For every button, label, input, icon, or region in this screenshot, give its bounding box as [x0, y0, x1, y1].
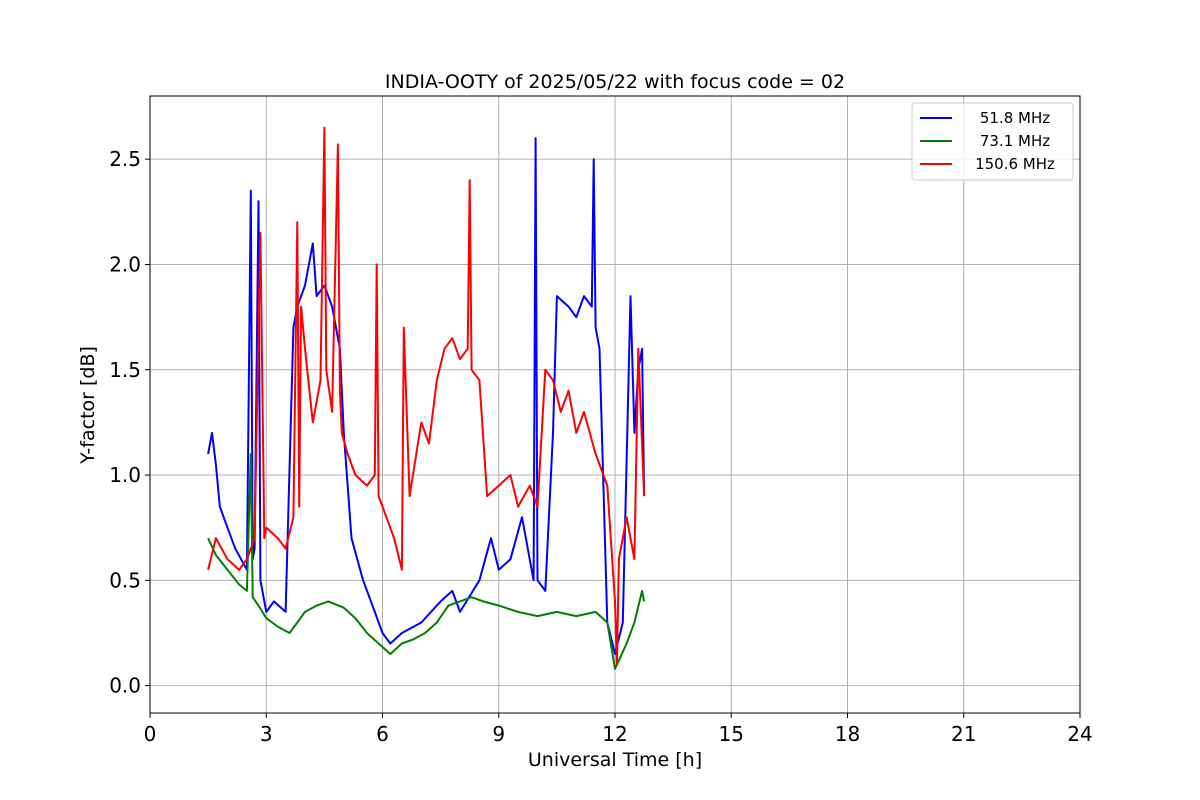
legend-label: 51.8 MHz — [980, 109, 1050, 127]
x-tick-label: 3 — [260, 722, 273, 746]
series-line-1 — [207, 137, 646, 655]
y-tick-label: 1.5 — [109, 358, 141, 382]
x-tick-label: 12 — [602, 722, 627, 746]
x-tick-label: 15 — [719, 722, 744, 746]
legend-label: 73.1 MHz — [980, 132, 1050, 150]
series-line-3 — [207, 126, 646, 666]
chart-title: INDIA-OOTY of 2025/05/22 with focus code… — [385, 71, 845, 93]
x-tick-label: 21 — [951, 722, 976, 746]
series-line-2 — [207, 453, 646, 670]
legend-label: 150.6 MHz — [975, 155, 1055, 173]
y-axis-ticks: 0.0 0.5 1.0 1.5 2.0 2.5 — [109, 147, 150, 698]
series-layer — [207, 126, 646, 670]
x-tick-label: 0 — [144, 722, 157, 746]
plot-area: 0 3 6 9 12 15 18 21 24 0.0 0.5 1.0 1.5 2.0 2.5 — [109, 95, 1093, 746]
y-tick-label: 0.0 — [109, 674, 141, 698]
legend: 51.8 MHz 73.1 MHz 150.6 MHz — [911, 102, 1074, 181]
y-tick-label: 2.5 — [109, 147, 141, 171]
legend-frame — [911, 102, 1074, 181]
x-axis-ticks: 0 3 6 9 12 15 18 21 24 — [144, 713, 1093, 746]
y-tick-label: 1.0 — [109, 463, 141, 487]
x-axis-label: Universal Time [h] — [528, 749, 702, 771]
y-tick-label: 0.5 — [109, 568, 141, 592]
x-tick-label: 18 — [835, 722, 860, 746]
x-tick-label: 9 — [492, 722, 505, 746]
y-axis-label: Y-factor [dB] — [77, 346, 99, 465]
x-tick-label: 6 — [376, 722, 389, 746]
x-tick-label: 24 — [1067, 722, 1092, 746]
y-tick-label: 2.0 — [109, 252, 141, 276]
